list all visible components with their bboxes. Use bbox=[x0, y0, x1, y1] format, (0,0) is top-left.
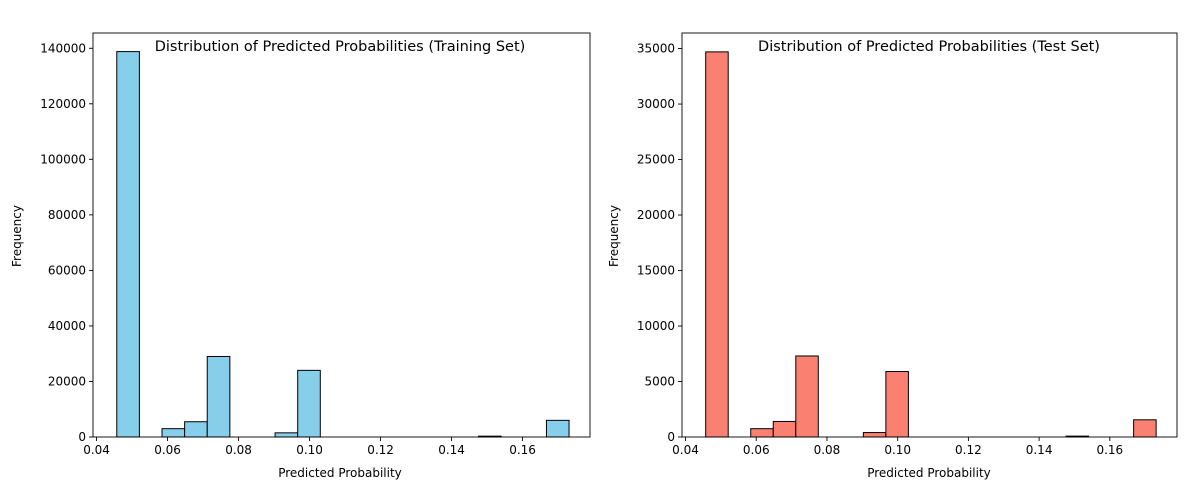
chart-title: Distribution of Predicted Probabilities … bbox=[155, 39, 526, 55]
histogram-bar bbox=[545, 419, 570, 438]
y-tick-label: 0 bbox=[78, 430, 86, 444]
histogram-bars bbox=[705, 51, 1157, 438]
histogram-bar bbox=[1133, 419, 1157, 438]
histogram-bar bbox=[862, 432, 887, 438]
x-tick-label: 0.06 bbox=[154, 443, 181, 457]
axes-frame bbox=[92, 32, 591, 438]
x-axis-label: Predicted Probability bbox=[278, 466, 402, 480]
x-tick-label: 0.06 bbox=[743, 443, 770, 457]
histogram-bar bbox=[772, 420, 797, 438]
y-tick-label: 80000 bbox=[48, 208, 86, 222]
y-tick-label: 60000 bbox=[48, 263, 86, 277]
y-axis-label: Frequency bbox=[10, 205, 24, 267]
x-tick-label: 0.14 bbox=[1026, 443, 1053, 457]
histogram-bar bbox=[116, 51, 140, 438]
histogram-bar bbox=[885, 371, 909, 438]
x-tick-label: 0.04 bbox=[672, 443, 699, 457]
y-tick-label: 30000 bbox=[637, 97, 675, 111]
chart-title: Distribution of Predicted Probabilities … bbox=[758, 39, 1100, 55]
histogram-bar bbox=[297, 369, 321, 438]
plot-area: 0.04 0.06 0.08 0.10 0.12 0.14 0.16 0 20000 40000 6… bbox=[40, 32, 591, 457]
histogram-bar bbox=[795, 355, 819, 438]
x-tick-label: 0.10 bbox=[884, 443, 911, 457]
x-tick-label: 0.04 bbox=[83, 443, 110, 457]
x-axis-label: Predicted Probability bbox=[867, 466, 991, 480]
plot-area: 0.04 0.06 0.08 0.10 0.12 0.14 0.16 0 5000 10000 15… bbox=[637, 32, 1178, 457]
y-tick-label: 20000 bbox=[637, 208, 675, 222]
histogram-bar bbox=[206, 355, 231, 438]
x-tick-label: 0.14 bbox=[438, 443, 465, 457]
y-tick-label: 5000 bbox=[644, 375, 675, 389]
y-tick-label: 120000 bbox=[40, 97, 86, 111]
x-tick-label: 0.12 bbox=[955, 443, 982, 457]
y-tick-label: 25000 bbox=[637, 153, 675, 167]
y-tick-label: 20000 bbox=[48, 374, 86, 388]
y-tick-label: 0 bbox=[667, 430, 675, 444]
histogram-bar bbox=[274, 432, 299, 438]
histogram-bars bbox=[116, 51, 570, 438]
x-tick-label: 0.12 bbox=[367, 443, 394, 457]
chart-panel-test: Distribution of Predicted Probabilities … bbox=[607, 32, 1178, 480]
histogram-bar bbox=[161, 428, 186, 438]
y-axis-label: Frequency bbox=[607, 205, 621, 267]
y-tick-label: 40000 bbox=[48, 319, 86, 333]
y-tick-label: 100000 bbox=[40, 152, 86, 166]
y-tick-label: 15000 bbox=[637, 264, 675, 278]
histogram-bar bbox=[705, 51, 729, 438]
histogram-bar bbox=[750, 428, 774, 438]
x-tick-label: 0.08 bbox=[225, 443, 252, 457]
x-tick-label: 0.16 bbox=[1096, 443, 1123, 457]
x-tick-label: 0.16 bbox=[509, 443, 536, 457]
x-tick-label: 0.10 bbox=[296, 443, 323, 457]
histogram-bar bbox=[184, 421, 208, 438]
y-tick-label: 10000 bbox=[637, 319, 675, 333]
y-tick-label: 35000 bbox=[637, 42, 675, 56]
y-tick-label: 140000 bbox=[40, 41, 86, 55]
axes-frame bbox=[681, 32, 1178, 438]
chart-panel-training: Distribution of Predicted Probabilities … bbox=[10, 32, 591, 480]
x-tick-label: 0.08 bbox=[814, 443, 841, 457]
